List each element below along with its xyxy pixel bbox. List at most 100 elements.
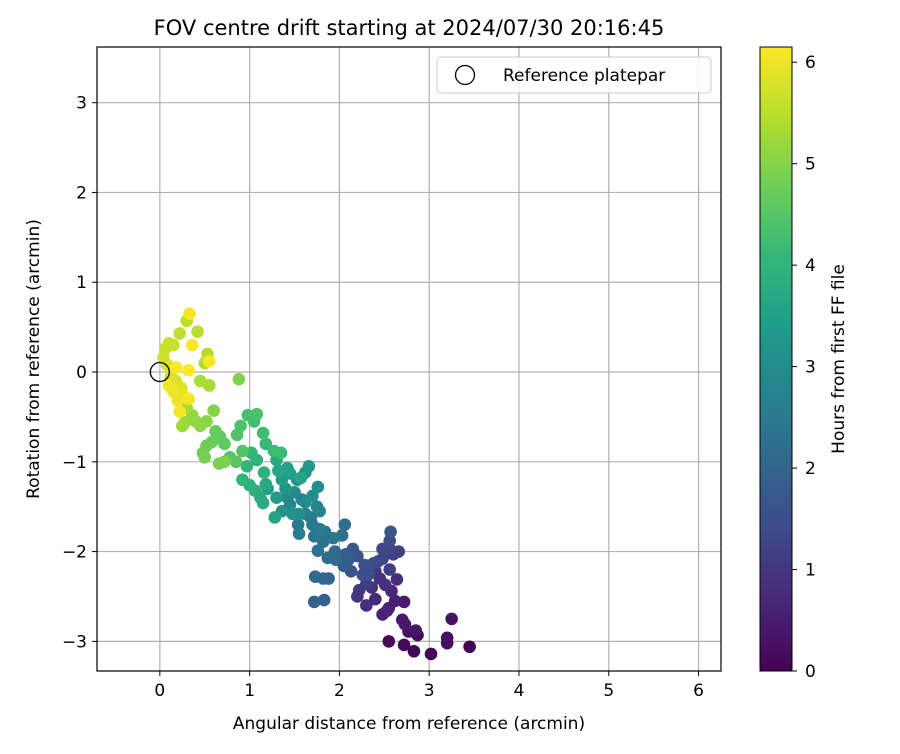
data-point xyxy=(193,374,207,388)
x-tick-label: 5 xyxy=(603,681,614,701)
data-point xyxy=(209,424,222,438)
data-point xyxy=(173,405,186,418)
data-point xyxy=(384,525,397,539)
x-tick-label: 1 xyxy=(244,681,255,701)
y-tick-label: −1 xyxy=(62,453,87,473)
y-tick-label: 0 xyxy=(76,363,87,383)
x-axis-label: Angular distance from reference (arcmin) xyxy=(233,714,585,734)
x-tick-label: 2 xyxy=(334,681,345,701)
data-point xyxy=(183,307,196,320)
data-point xyxy=(369,592,382,606)
y-tick-label: 2 xyxy=(76,183,87,203)
y-axis-ticks: −3 −2 −1 0 1 2 3 xyxy=(62,94,97,652)
data-point xyxy=(294,471,308,485)
y-tick-label: 3 xyxy=(76,94,87,114)
data-point xyxy=(380,604,394,618)
data-point xyxy=(360,599,373,612)
data-point xyxy=(230,428,244,442)
legend-open-circle-icon xyxy=(454,64,476,86)
data-point xyxy=(424,647,438,661)
y-tick-label: 1 xyxy=(76,273,87,293)
data-point xyxy=(445,612,458,626)
data-point xyxy=(173,327,186,340)
data-point xyxy=(302,459,316,473)
data-point xyxy=(338,518,352,531)
colorbar-tick-label: 4 xyxy=(805,256,816,276)
x-tick-label: 0 xyxy=(154,681,165,701)
data-point xyxy=(307,595,321,609)
data-point xyxy=(382,635,396,648)
data-point xyxy=(267,444,281,458)
colorbar-tick-label: 3 xyxy=(805,358,816,378)
data-point xyxy=(390,573,404,586)
legend: Reference platepar xyxy=(436,56,712,94)
colorbar-tick-label: 6 xyxy=(805,53,816,73)
data-point xyxy=(292,527,306,540)
reference-marker-layer xyxy=(149,361,170,383)
legend-box xyxy=(436,56,712,94)
colorbar-ticks: 0 1 2 3 4 5 6 xyxy=(792,53,816,682)
y-axis-label: Rotation from reference (arcmin) xyxy=(24,219,44,499)
data-point xyxy=(311,480,325,494)
data-point xyxy=(218,455,231,469)
colorbar-label: Hours from first FF file xyxy=(829,264,849,454)
data-point xyxy=(236,444,249,458)
data-point xyxy=(322,572,335,585)
data-point xyxy=(397,638,411,652)
data-point xyxy=(259,477,273,491)
data-point xyxy=(308,570,322,584)
data-point xyxy=(162,379,176,392)
y-tick-label: −3 xyxy=(62,632,87,652)
data-point xyxy=(182,392,195,406)
x-axis-ticks: 0 1 2 3 4 5 6 xyxy=(154,671,704,701)
x-tick-label: 6 xyxy=(693,681,704,701)
data-point xyxy=(388,594,402,608)
data-point xyxy=(256,426,270,440)
colorbar: 0 1 2 3 4 5 6 Hours from first FF file xyxy=(759,46,849,682)
data-point xyxy=(321,551,335,565)
data-point xyxy=(232,372,246,386)
data-point xyxy=(236,473,249,487)
data-point xyxy=(207,404,221,417)
data-point xyxy=(268,511,282,524)
data-point xyxy=(440,631,454,645)
data-point xyxy=(407,644,421,658)
colorbar-tick-label: 0 xyxy=(805,662,816,682)
data-point xyxy=(358,558,371,572)
plot-frame xyxy=(96,46,722,672)
data-point xyxy=(259,437,273,451)
reference-platepar-marker xyxy=(149,361,170,383)
data-point xyxy=(182,363,195,377)
x-tick-label: 3 xyxy=(424,681,435,701)
grid-lines xyxy=(97,47,721,671)
data-point xyxy=(339,547,353,561)
x-tick-label: 4 xyxy=(514,681,525,701)
y-tick-label: −2 xyxy=(62,543,87,563)
data-point xyxy=(310,500,324,513)
data-point xyxy=(356,568,370,582)
data-point xyxy=(240,459,254,473)
data-point xyxy=(272,464,285,478)
data-point xyxy=(185,338,199,352)
data-point xyxy=(409,624,423,637)
data-point xyxy=(383,563,396,576)
data-point xyxy=(198,451,212,464)
data-point xyxy=(313,522,326,536)
colorbar-tick-label: 2 xyxy=(805,459,816,479)
data-point xyxy=(286,507,300,521)
data-point xyxy=(326,531,340,545)
data-point xyxy=(175,419,189,433)
data-point xyxy=(202,354,216,368)
colorbar-gradient xyxy=(759,46,793,672)
data-point xyxy=(169,361,183,374)
chart-title: FOV centre drift starting at 2024/07/30 … xyxy=(154,16,665,40)
data-point xyxy=(250,407,264,421)
data-point xyxy=(257,466,271,479)
data-point xyxy=(191,325,204,338)
data-points xyxy=(157,307,476,661)
data-point xyxy=(270,491,283,505)
legend-label: Reference platepar xyxy=(503,66,665,86)
data-point xyxy=(395,613,409,627)
data-point xyxy=(376,542,389,556)
